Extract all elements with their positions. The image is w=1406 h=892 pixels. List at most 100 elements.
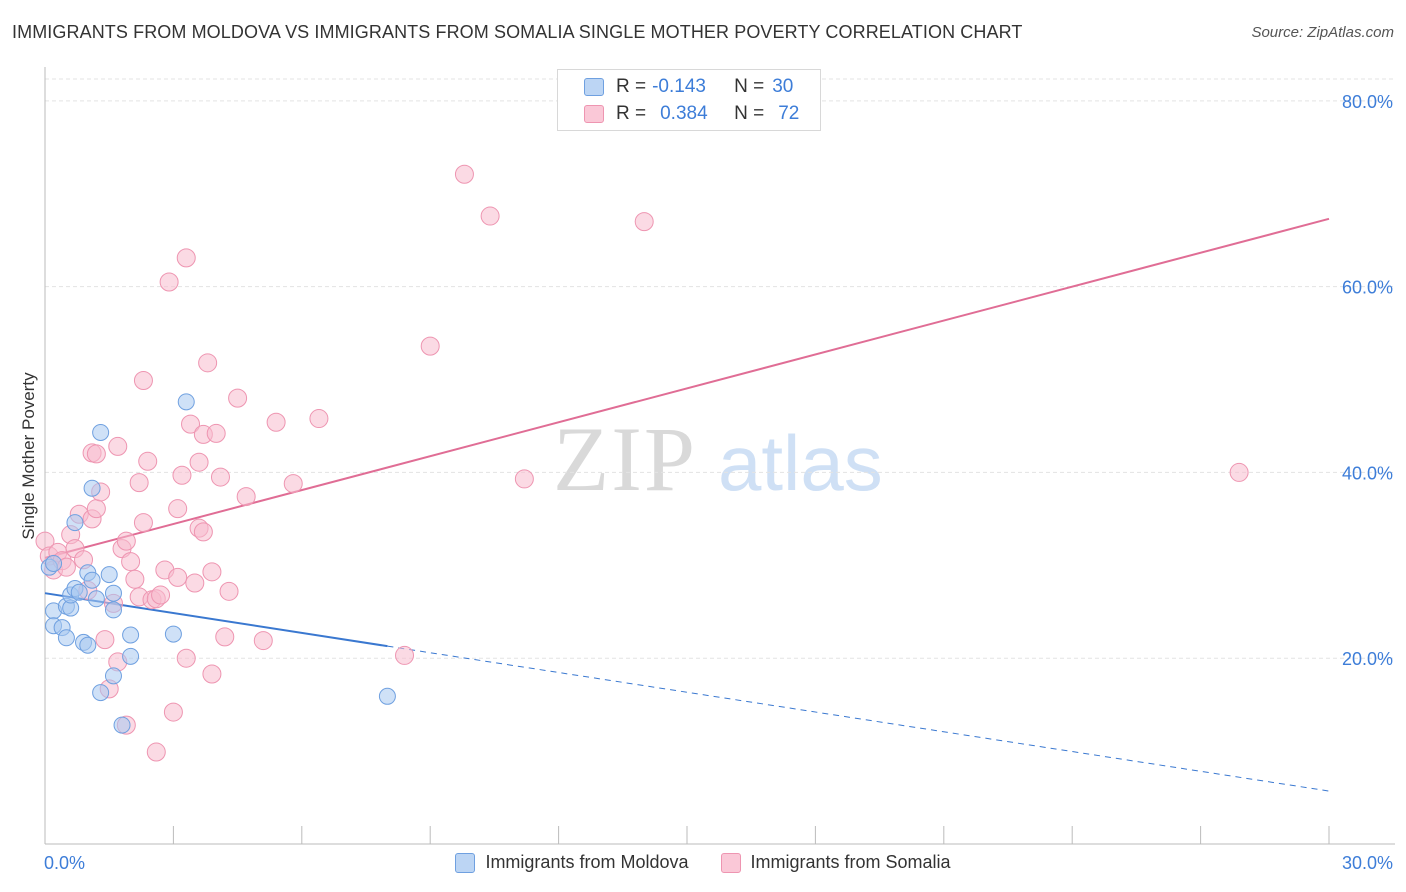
trend-line-somalia <box>44 217 1330 559</box>
data-point-somalia <box>206 423 226 443</box>
series-swatch-somalia <box>720 852 741 873</box>
data-point-moldova <box>92 684 110 702</box>
source-label: Source: ZipAtlas.com <box>1251 24 1394 41</box>
data-point-moldova <box>66 514 84 532</box>
data-point-somalia <box>228 388 248 408</box>
data-point-moldova <box>122 626 140 644</box>
n-label: N = <box>734 103 765 124</box>
series-swatch-moldova <box>455 852 476 873</box>
data-point-somalia <box>176 648 196 668</box>
data-point-moldova <box>104 667 122 685</box>
data-point-moldova <box>104 584 122 602</box>
data-point-somalia <box>151 585 171 605</box>
data-point-somalia <box>283 474 303 494</box>
data-point-somalia <box>266 412 286 432</box>
data-point-moldova <box>100 566 118 584</box>
n-value-moldova: 30 <box>772 76 794 97</box>
data-point-moldova <box>87 590 105 608</box>
y-tick-label: 20.0% <box>1342 649 1393 669</box>
r-label: R = <box>616 103 647 124</box>
data-point-somalia <box>176 248 196 268</box>
data-point-somalia <box>514 469 534 489</box>
series-legend: Immigrants from Moldova Immigrants from … <box>0 852 1406 873</box>
data-point-somalia <box>185 573 205 593</box>
data-point-moldova <box>104 601 122 619</box>
data-point-moldova <box>177 393 195 411</box>
legend-swatch-moldova <box>584 78 604 96</box>
data-point-moldova <box>83 479 101 497</box>
data-point-somalia <box>121 552 141 572</box>
data-point-somalia <box>129 473 149 493</box>
legend-row-moldova: R = -0.143 N = 30 <box>584 75 793 99</box>
data-point-somalia <box>420 336 440 356</box>
data-point-somalia <box>133 370 153 390</box>
y-tick-label: 80.0% <box>1342 92 1393 112</box>
data-point-somalia <box>168 567 188 587</box>
data-point-somalia <box>146 742 166 762</box>
series-name-moldova: Immigrants from Moldova <box>485 852 689 872</box>
n-label: N = <box>734 76 765 97</box>
data-point-somalia <box>219 581 239 601</box>
data-points <box>35 164 1249 762</box>
data-point-somalia <box>193 522 213 542</box>
data-point-somalia <box>181 414 201 434</box>
data-point-moldova <box>164 625 182 643</box>
data-point-somalia <box>168 499 188 519</box>
data-point-somalia <box>163 702 183 722</box>
data-point-somalia <box>125 569 145 589</box>
data-point-moldova <box>57 629 75 647</box>
data-point-somalia <box>202 664 222 684</box>
data-point-somalia <box>634 212 654 232</box>
watermark-zip: ZIP <box>553 408 697 510</box>
data-point-somalia <box>133 513 153 533</box>
r-label: R = <box>616 76 647 97</box>
data-point-somalia <box>253 631 273 651</box>
chart-title: IMMIGRANTS FROM MOLDOVA VS IMMIGRANTS FR… <box>12 22 1023 42</box>
data-point-somalia <box>108 436 128 456</box>
data-point-somalia <box>159 272 179 292</box>
data-point-moldova <box>79 636 97 654</box>
series-name-somalia: Immigrants from Somalia <box>750 852 951 872</box>
series-legend-moldova: Immigrants from Moldova <box>455 852 689 873</box>
series-legend-somalia: Immigrants from Somalia <box>720 852 951 873</box>
r-value-somalia: 0.384 <box>660 103 708 124</box>
data-point-moldova <box>378 687 396 705</box>
data-point-somalia <box>95 630 115 650</box>
n-value-somalia: 72 <box>778 103 800 124</box>
watermark: ZIP atlas <box>553 408 883 510</box>
legend-swatch-somalia <box>584 105 604 123</box>
data-point-somalia <box>198 353 218 373</box>
grid-lines <box>45 78 1395 659</box>
tick-labels: 20.0% 40.0% 60.0% 80.0% 0.0% 30.0% <box>44 92 1393 873</box>
data-point-moldova <box>113 716 131 734</box>
data-point-somalia <box>86 444 106 464</box>
data-point-somalia <box>309 409 329 429</box>
data-point-somalia <box>86 499 106 519</box>
data-point-moldova <box>45 554 63 572</box>
data-point-moldova <box>122 647 140 665</box>
data-point-moldova <box>70 583 88 601</box>
data-point-somalia <box>172 465 192 485</box>
watermark-atlas: atlas <box>718 419 883 507</box>
data-point-somalia <box>202 562 222 582</box>
data-point-somalia <box>1229 462 1249 482</box>
data-point-somalia <box>138 451 158 471</box>
data-point-somalia <box>395 645 415 665</box>
trend-line-moldova-extension <box>387 645 1330 792</box>
data-point-somalia <box>454 164 474 184</box>
data-point-somalia <box>215 627 235 647</box>
r-value-moldova: -0.143 <box>652 76 706 97</box>
x-tick-label: 30.0% <box>1342 853 1393 873</box>
y-tick-label: 60.0% <box>1342 278 1393 298</box>
axes <box>44 67 1395 845</box>
data-point-somalia <box>189 452 209 472</box>
x-tick-label: 0.0% <box>44 853 85 873</box>
data-point-somalia <box>116 531 136 551</box>
data-point-somalia <box>210 467 230 487</box>
data-point-moldova <box>92 423 110 441</box>
y-axis-label: Single Mother Poverty <box>19 372 38 540</box>
y-tick-label: 40.0% <box>1342 463 1393 483</box>
stats-legend: R = -0.143 N = 30 R = 0.384 N = 72 <box>557 69 821 131</box>
data-point-somalia <box>236 487 256 507</box>
